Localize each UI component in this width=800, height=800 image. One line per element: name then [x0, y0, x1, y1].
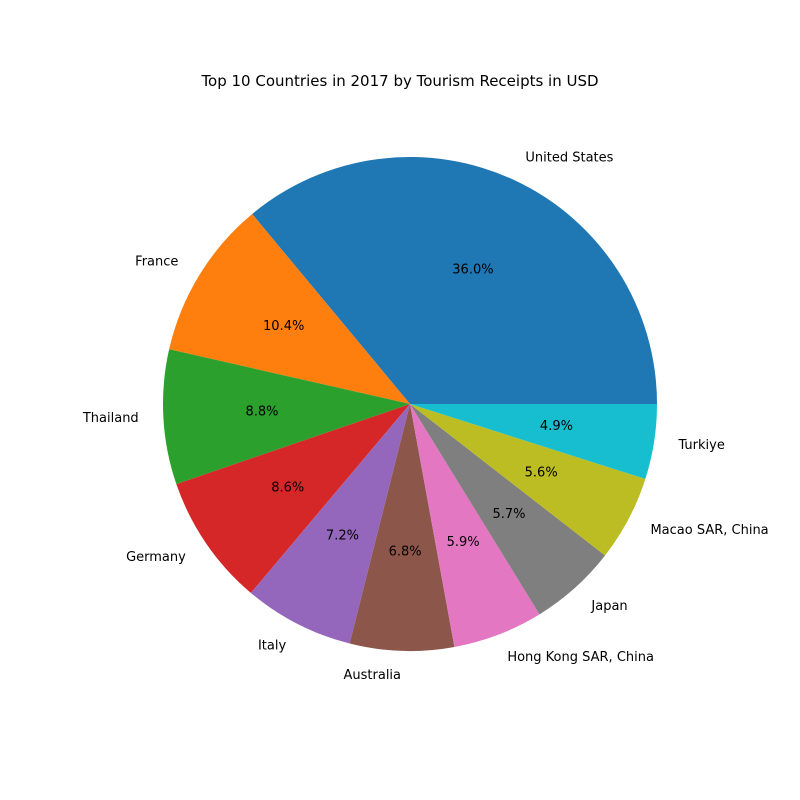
pie-slice [169, 214, 410, 404]
slice-percent-label: 7.2% [326, 528, 359, 543]
pie-slice [410, 404, 646, 556]
slice-percent-label: 5.9% [447, 535, 480, 550]
slice-category-label: Macao SAR, China [650, 523, 768, 538]
slice-category-label: Australia [344, 668, 402, 683]
slice-category-label: Italy [258, 638, 287, 653]
pie-slice [252, 157, 657, 404]
slice-percent-label: 8.8% [245, 404, 278, 419]
pie-slice [176, 404, 410, 593]
pie-slice [349, 404, 455, 651]
slice-category-label: France [135, 254, 178, 269]
slice-percent-label: 5.7% [492, 507, 525, 522]
slice-category-label: Hong Kong SAR, China [507, 650, 654, 665]
slice-category-label: United States [525, 151, 613, 166]
slice-percent-label: 36.0% [452, 262, 493, 277]
pie-slice [410, 404, 540, 647]
slice-percent-label: 4.9% [540, 419, 573, 434]
slice-category-label: Thailand [82, 411, 139, 426]
slice-category-label: Turkiye [677, 438, 724, 453]
slice-category-label: Germany [126, 550, 186, 565]
pie-slice [163, 349, 410, 485]
slice-percent-label: 5.6% [525, 465, 558, 480]
slice-percent-label: 10.4% [263, 319, 304, 334]
pie-slice [410, 404, 606, 615]
pie-slice [250, 404, 410, 644]
chart-title: Top 10 Countries in 2017 by Tourism Rece… [201, 72, 599, 90]
slice-percent-label: 6.8% [389, 545, 422, 560]
slice-percent-label: 8.6% [271, 480, 304, 495]
slice-category-label: Japan [590, 599, 627, 614]
pie-slice [410, 404, 657, 479]
